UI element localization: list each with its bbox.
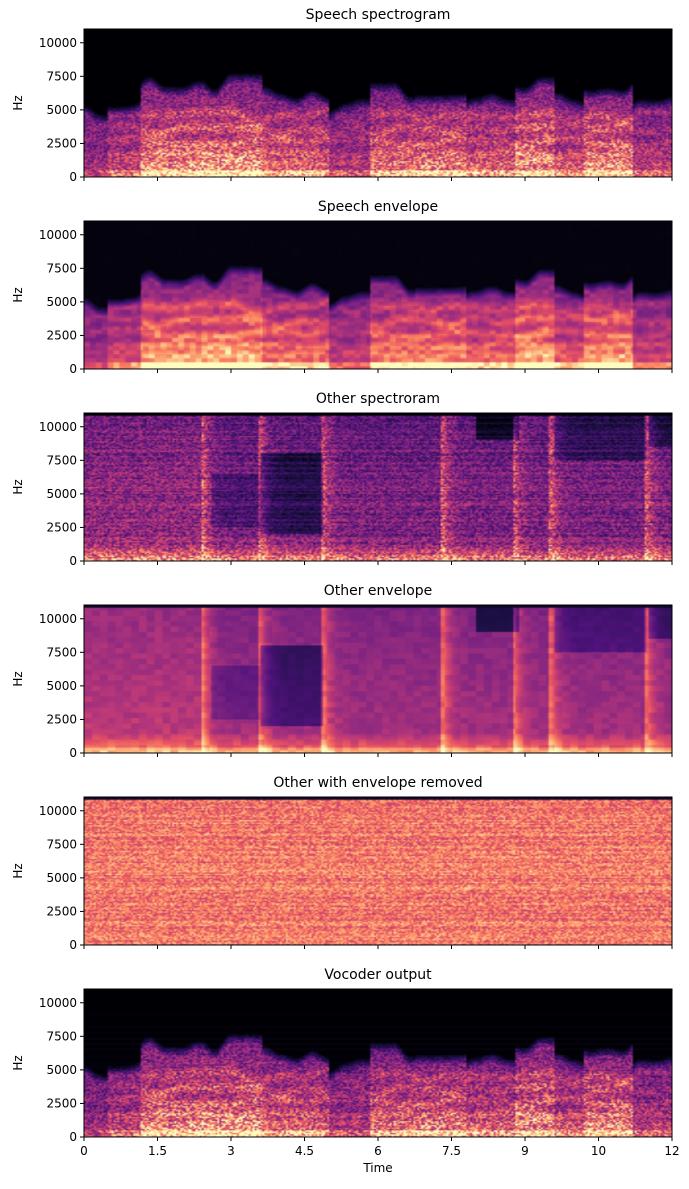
- panel-title: Speech spectrogram: [306, 7, 451, 23]
- y-tick-label: 7500: [46, 1029, 77, 1043]
- y-tick-label: 2500: [46, 904, 77, 918]
- x-tick-label: 12: [664, 1144, 679, 1158]
- y-tick-label: 2500: [46, 520, 77, 534]
- y-tick-label: 10000: [39, 36, 77, 50]
- panel-title: Speech envelope: [318, 199, 438, 215]
- spectrogram-image-6: [84, 989, 672, 1137]
- y-tick-label: 10000: [39, 612, 77, 626]
- y-tick-label: 2500: [46, 328, 77, 342]
- panel-title: Other spectroram: [316, 391, 440, 407]
- y-axis-label: Hz: [11, 287, 25, 302]
- y-axis-label: Hz: [11, 479, 25, 494]
- y-axis-label: Hz: [11, 1055, 25, 1070]
- y-tick-label: 7500: [46, 69, 77, 83]
- x-tick-label: 10: [591, 1144, 606, 1158]
- x-tick-label: 6: [374, 1144, 382, 1158]
- x-tick-label: 7.5: [442, 1144, 461, 1158]
- x-tick-label: 0: [80, 1144, 88, 1158]
- y-tick-label: 7500: [46, 837, 77, 851]
- y-tick-label: 5000: [46, 1063, 77, 1077]
- y-tick-label: 7500: [46, 645, 77, 659]
- panel-title: Vocoder output: [324, 967, 432, 983]
- y-tick-label: 0: [69, 362, 77, 376]
- y-tick-label: 5000: [46, 295, 77, 309]
- y-tick-label: 2500: [46, 136, 77, 150]
- y-tick-label: 2500: [46, 1096, 77, 1110]
- y-tick-label: 10000: [39, 420, 77, 434]
- y-tick-label: 5000: [46, 487, 77, 501]
- y-tick-label: 7500: [46, 453, 77, 467]
- y-axis-label: Hz: [11, 95, 25, 110]
- panel-title: Other with envelope removed: [273, 775, 482, 791]
- x-tick-label: 4.5: [295, 1144, 314, 1158]
- y-tick-label: 5000: [46, 871, 77, 885]
- spectrogram-image-2: [84, 221, 672, 369]
- panel-title: Other envelope: [324, 583, 433, 599]
- x-axis-label: Time: [362, 1161, 392, 1175]
- spectrogram-image-5: [84, 797, 672, 945]
- y-tick-label: 0: [69, 170, 77, 184]
- y-tick-label: 0: [69, 938, 77, 952]
- x-tick-label: 9: [521, 1144, 529, 1158]
- spectrogram-image-1: [84, 29, 672, 177]
- y-tick-label: 5000: [46, 679, 77, 693]
- y-tick-label: 0: [69, 746, 77, 760]
- y-tick-label: 10000: [39, 804, 77, 818]
- y-axis-label: Hz: [11, 863, 25, 878]
- y-tick-label: 2500: [46, 712, 77, 726]
- y-tick-label: 0: [69, 554, 77, 568]
- y-tick-label: 5000: [46, 103, 77, 117]
- y-tick-label: 10000: [39, 228, 77, 242]
- y-tick-label: 10000: [39, 996, 77, 1010]
- y-axis-label: Hz: [11, 671, 25, 686]
- y-tick-label: 0: [69, 1130, 77, 1144]
- x-tick-label: 3: [227, 1144, 235, 1158]
- y-tick-label: 7500: [46, 261, 77, 275]
- spectrogram-image-3: [84, 413, 672, 561]
- spectrogram-image-4: [84, 605, 672, 753]
- x-tick-label: 1.5: [148, 1144, 167, 1158]
